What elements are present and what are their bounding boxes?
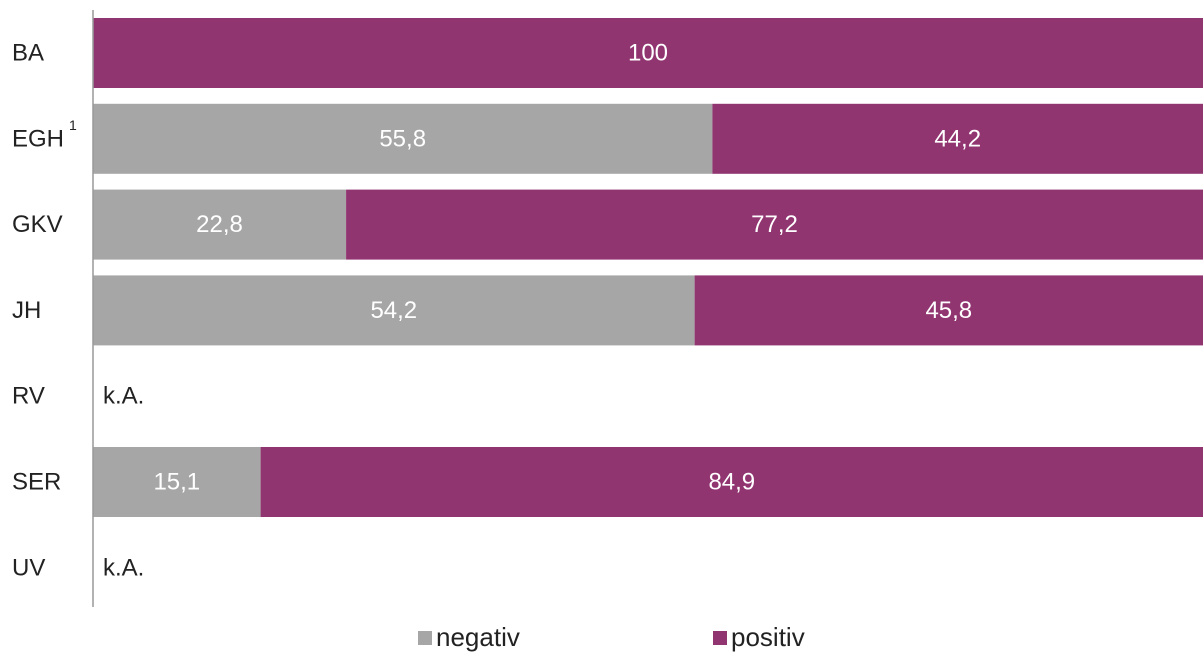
no-data-label-uv: k.A. <box>103 554 144 581</box>
bar-ba-positiv <box>93 18 1203 88</box>
category-footnote-egh: 1 <box>69 117 77 133</box>
legend-swatch-negativ <box>418 630 432 645</box>
legend-swatch-positiv <box>713 630 727 645</box>
bar-jh-negativ <box>93 275 695 346</box>
bar-ser-positiv <box>260 447 1203 517</box>
legend-item-positiv: positiv <box>713 622 805 653</box>
bar-egh-positiv <box>712 103 1203 174</box>
legend-label-positiv: positiv <box>731 622 805 652</box>
data-label-gkv-negativ: 22,8 <box>196 211 243 238</box>
data-label-gkv-positiv: 77,2 <box>751 211 798 238</box>
bar-gkv-negativ <box>93 189 347 260</box>
data-label-jh-negativ: 54,2 <box>370 297 417 324</box>
labels-layer: BA 100 EGH 1 55,8 44,2 GKV 22,8 77,2 JH 54,2 45,8 RV… <box>12 40 981 582</box>
category-label-ba: BA <box>12 40 44 67</box>
data-label-ser-positiv: 84,9 <box>708 469 755 496</box>
category-label-gkv: GKV <box>12 211 63 238</box>
category-label-rv: RV <box>12 383 45 410</box>
category-label-jh: JH <box>12 297 41 324</box>
data-label-egh-positiv: 44,2 <box>934 125 981 152</box>
bar-jh-positiv <box>694 275 1203 346</box>
data-label-jh-positiv: 45,8 <box>925 297 972 324</box>
bar-ser-negativ <box>93 447 261 517</box>
category-label-ser: SER <box>12 469 61 496</box>
bar-gkv-positiv <box>346 189 1203 260</box>
category-label-egh: EGH <box>12 125 64 152</box>
data-label-ser-negativ: 15,1 <box>153 469 200 496</box>
legend-label-negativ: negativ <box>436 622 520 652</box>
no-data-label-rv: k.A. <box>103 383 144 410</box>
bars-layer <box>93 18 1203 517</box>
category-label-uv: UV <box>12 554 45 581</box>
data-label-ba-positiv: 100 <box>628 40 668 67</box>
legend: negativ positiv <box>0 622 1203 652</box>
bar-egh-negativ <box>93 103 713 174</box>
legend-item-negativ: negativ <box>418 622 520 653</box>
data-label-egh-negativ: 55,8 <box>379 125 426 152</box>
